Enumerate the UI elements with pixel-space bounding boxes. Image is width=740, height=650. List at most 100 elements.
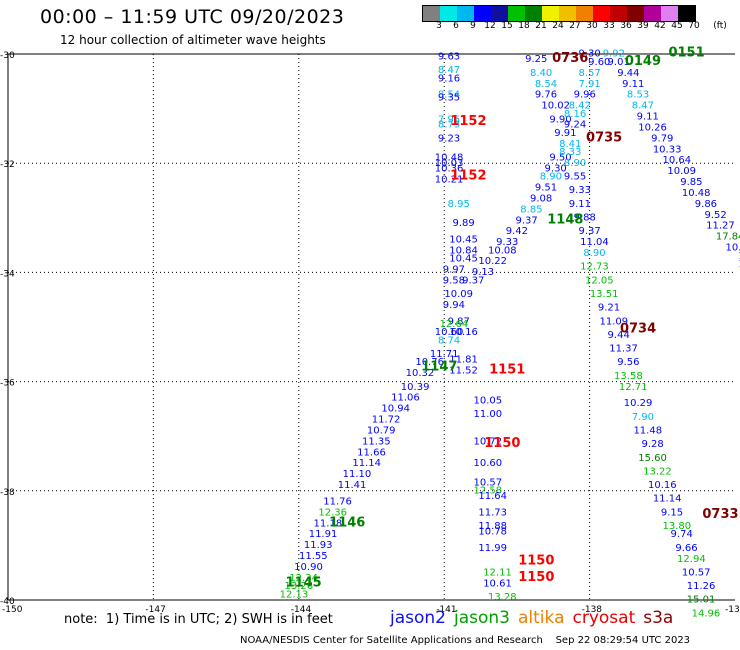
wave-height-value: 13.80: [663, 521, 692, 532]
wave-height-value: 9.42: [506, 226, 528, 237]
wave-height-value: 8.41: [559, 139, 581, 150]
wave-height-value: 13.51: [590, 289, 619, 300]
wave-height-value: 9.87: [448, 316, 470, 327]
wave-height-value: 11.26: [687, 581, 716, 592]
color-swatch: #1010a0: [491, 6, 508, 21]
pass-time-label: 1150: [484, 436, 520, 451]
wave-height-value: 9.96: [574, 90, 596, 101]
wave-height-value: 10.61: [483, 578, 512, 589]
wave-height-value: 10.21: [435, 174, 464, 185]
legend-satellite-jason3: jason3: [454, 608, 510, 628]
wave-height-value: 12.71: [619, 382, 648, 393]
wave-height-value: 11.52: [449, 365, 478, 376]
color-swatch: #00b8f0: [457, 6, 474, 21]
color-swatch: #b0009a: [644, 6, 661, 21]
wave-height-value: 9.28: [641, 439, 663, 450]
wave-height-value: 9.63: [438, 51, 460, 62]
color-scale-tick: 27: [569, 21, 581, 31]
pass-time-label: 0735: [586, 130, 622, 145]
latitude-tick-label: -40: [0, 597, 15, 607]
wave-height-value: 9.51: [535, 183, 557, 194]
longitude-tick-label: -13: [725, 605, 740, 615]
wave-height-value: 9.11: [637, 112, 659, 123]
color-swatch: #800000: [627, 6, 644, 21]
color-swatch: #f08000: [576, 6, 593, 21]
wave-height-value: 10.8: [738, 251, 740, 262]
wave-height-value: 9.60: [588, 57, 610, 68]
wave-height-value: 9.44: [617, 68, 639, 79]
latitude-tick-label: -38: [0, 488, 15, 498]
wave-height-value: 12.73: [580, 262, 609, 273]
pass-time-label: 1152: [450, 169, 486, 184]
wave-height-readings: 9.638.479.168.549.357.958.739.2310.4810.…: [280, 49, 740, 620]
wave-height-value: 9.33: [496, 237, 518, 248]
pass-time-label: 1151: [489, 362, 525, 377]
wave-height-value: 7.90: [632, 412, 654, 423]
wave-height-value: 12.64: [440, 319, 469, 330]
longitude-tick-label: -144: [291, 605, 312, 615]
wave-height-value: 9.24: [564, 120, 586, 131]
lat-lon-grid: [8, 54, 735, 600]
wave-height-value: 14.96: [692, 608, 721, 619]
wave-height-value: 10.16: [648, 480, 677, 491]
wave-height-value: 9.86: [695, 199, 717, 210]
wave-height-value: 9.01: [608, 57, 630, 68]
pass-time-label: 1145: [286, 575, 322, 590]
map-frame: [7, 53, 735, 601]
wave-height-value: 10.02: [541, 101, 570, 112]
wave-height-value: 11.41: [338, 480, 367, 491]
wave-height-value: 9.55: [564, 172, 586, 183]
color-swatch: #0000ff: [474, 6, 491, 21]
wave-height-value: 11.14: [653, 494, 682, 505]
wave-height-value: 11.64: [478, 491, 507, 502]
wave-height-value: 10.05: [473, 395, 502, 406]
color-scale-ticks: 3 6 9 12 15 18 21 24 27 30 33 36 39 42 45 70 (ft): [422, 21, 740, 35]
longitude-tick-label: -150: [2, 605, 23, 615]
wave-height-value: 11.99: [478, 543, 507, 554]
color-swatch: #ff0000: [593, 6, 610, 21]
color-swatch: #e080f0: [661, 6, 678, 21]
wave-height-value: 8.42: [569, 101, 591, 112]
wave-height-value: 9.79: [651, 133, 673, 144]
units-note: note: 1) Time is in UTC; 2) SWH is in fe…: [64, 612, 333, 627]
color-scale-tick: 24: [552, 21, 564, 31]
wave-height-value: 10.08: [488, 245, 517, 256]
wave-height-value: 8.57: [578, 68, 600, 79]
color-scale-tick: 18: [518, 21, 530, 31]
wave-height-value: 10.09: [444, 289, 473, 300]
wave-height-value: 9.91: [554, 128, 576, 139]
wave-height-value: 10.48: [682, 188, 711, 199]
wave-height-value: 9.90: [549, 114, 571, 125]
wave-height-value: 9.21: [598, 303, 620, 314]
legend-satellite-s3a: s3a: [643, 608, 674, 628]
color-swatch: #c00000: [610, 6, 627, 21]
pass-time-label: 0734: [620, 321, 656, 336]
color-swatch: #f0c000: [559, 6, 576, 21]
wave-height-value: 10.33: [653, 144, 682, 155]
longitude-tick-label: -147: [145, 605, 165, 615]
wave-height-value: 8.40: [530, 68, 552, 79]
color-swatch: #808080: [423, 6, 440, 21]
wave-height-value: 9.30: [545, 163, 567, 174]
color-scale-bar: #808080#00e8e8#00b8f0#0000ff#1010a0#00c0…: [422, 5, 696, 22]
wave-height-value: 8.33: [559, 147, 581, 158]
wave-height-value: 8.90: [540, 172, 562, 183]
color-scale-tick: 15: [501, 21, 513, 31]
wave-height-value: 10.94: [381, 404, 410, 415]
pass-time-label: 0736: [552, 51, 588, 66]
wave-height-value: 9.15: [661, 507, 683, 518]
color-swatch: #00e8e8: [440, 6, 457, 21]
wave-height-value: 9.76: [535, 90, 557, 101]
wave-height-value: 9.97: [443, 264, 465, 275]
wave-height-value: 10.36: [435, 163, 464, 174]
wave-height-value: 9.23: [438, 133, 460, 144]
wave-height-value: 12.58: [473, 486, 502, 497]
wave-height-value: 9.50: [549, 152, 571, 163]
wave-height-value: 8.47: [438, 65, 460, 76]
wave-height-value: 9.11: [622, 79, 644, 90]
wave-height-value: 8.54: [438, 90, 460, 101]
latitude-tick-label: -34: [0, 269, 15, 279]
wave-height-value: 13.22: [643, 466, 672, 477]
latitude-tick-label: -32: [0, 160, 15, 170]
color-scale-tick: 36: [620, 21, 632, 31]
